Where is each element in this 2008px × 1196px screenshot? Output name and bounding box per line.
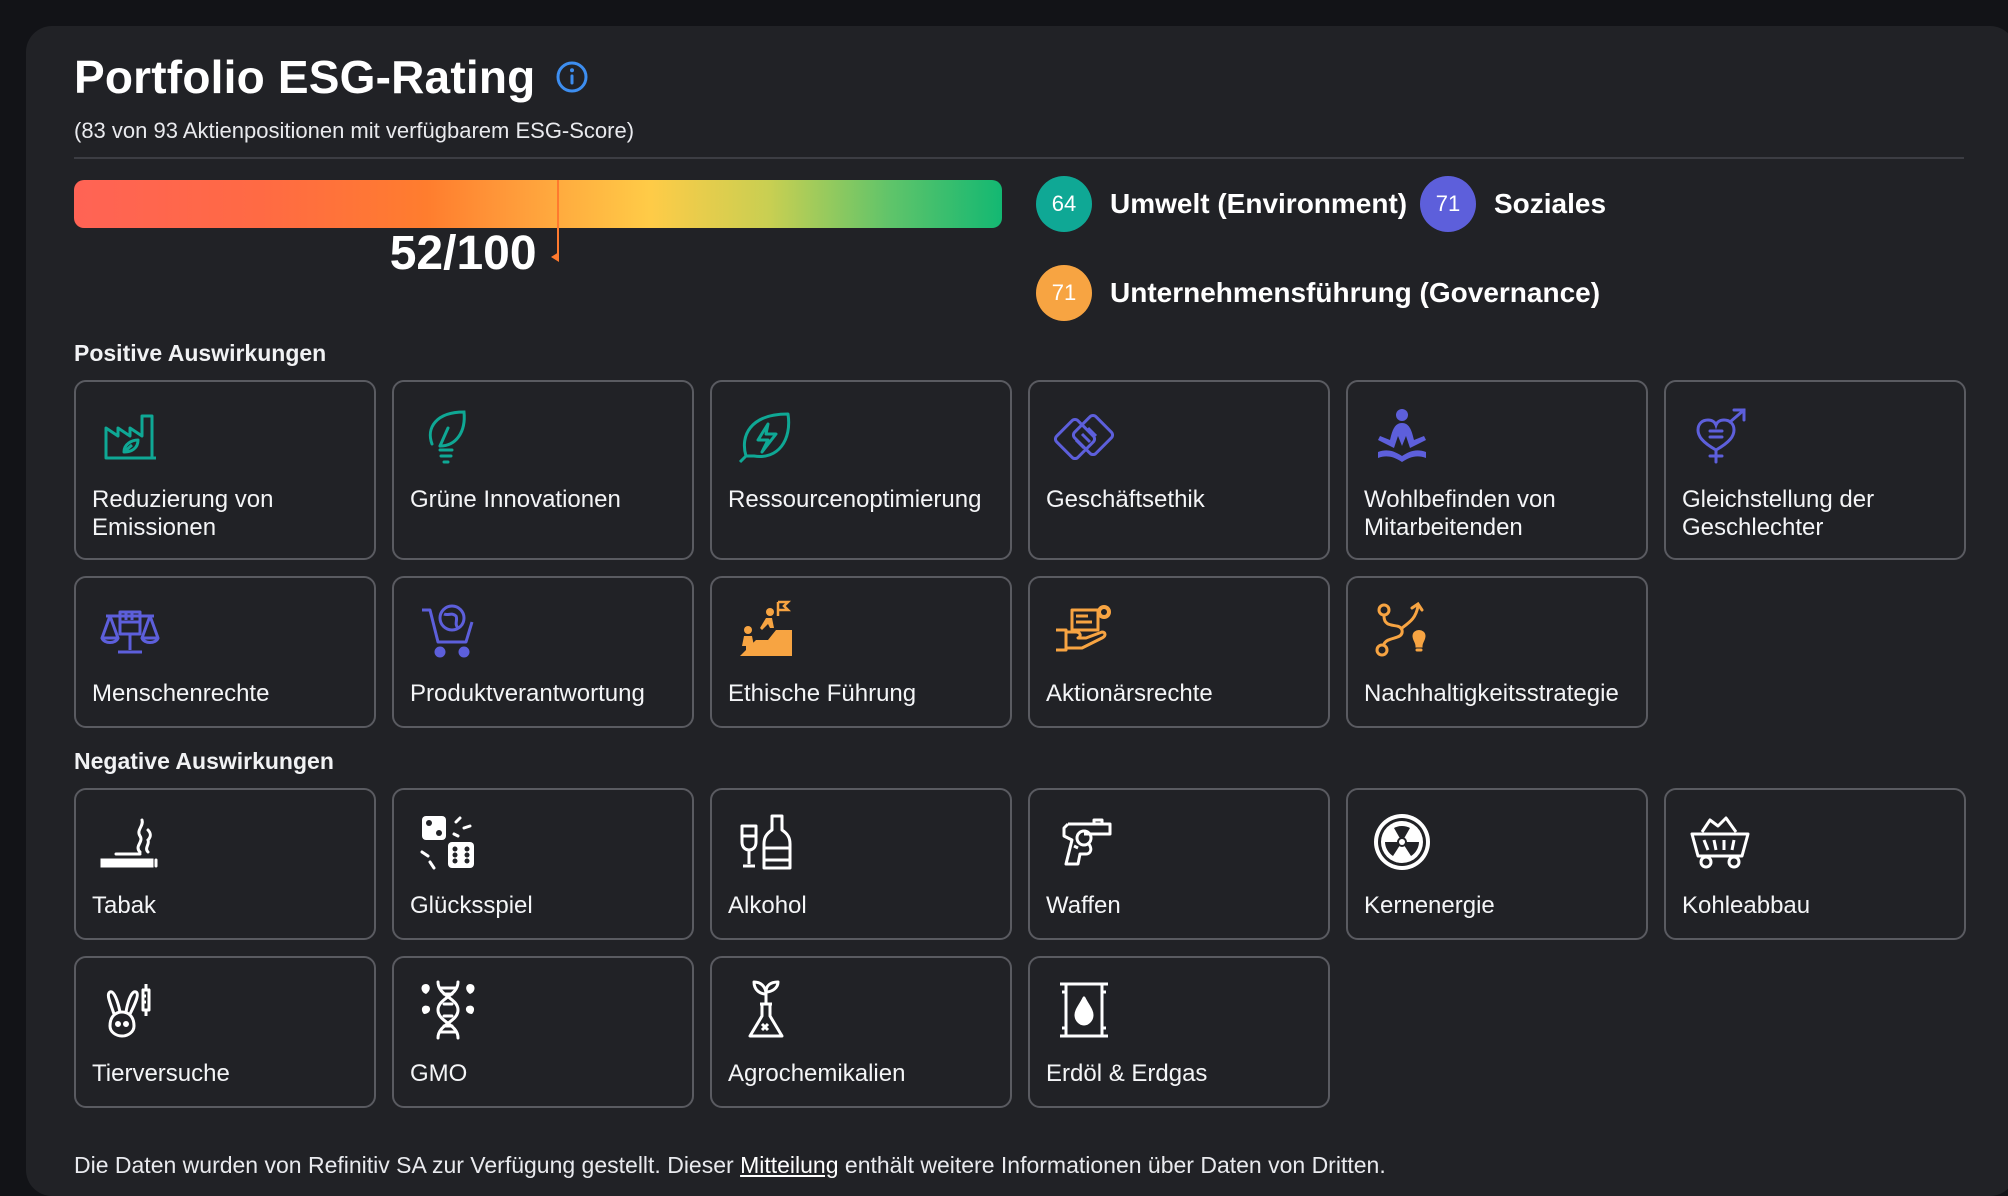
rating-score: 52/100: [389, 227, 537, 280]
card-agrochemicals[interactable]: Agrochemikalien: [710, 956, 1012, 1108]
rating-marker: [556, 180, 559, 258]
fist-scales-icon: [100, 610, 160, 654]
coal-cart-icon: [1690, 816, 1750, 869]
radiation-icon: [1374, 814, 1430, 870]
bottle-glass-icon: [740, 814, 792, 870]
governance-label: Unternehmensführung (Governance): [1110, 277, 1601, 308]
info-icon[interactable]: [555, 60, 589, 94]
card-gmo[interactable]: GMO: [392, 956, 694, 1108]
data-source-footer: Die Daten wurden von Refinitiv SA zur Ve…: [74, 1152, 1386, 1178]
card-alcohol[interactable]: Alkohol: [710, 788, 1012, 940]
strategy-path-icon: [1375, 601, 1426, 657]
card-gender-equality[interactable]: Gleichstellung der Geschlechter: [1664, 380, 1966, 560]
card-employee-wellbeing[interactable]: Wohlbefinden von Mitarbeitenden: [1346, 380, 1648, 560]
card-oil-gas[interactable]: Erdöl & Erdgas: [1028, 956, 1330, 1108]
card-human-rights[interactable]: Menschenrechte: [74, 576, 376, 728]
card-green-innovations[interactable]: Grüne Innovationen: [392, 380, 694, 560]
card-coal-mining[interactable]: Kohleabbau: [1664, 788, 1966, 940]
flask-plant-icon: [748, 980, 784, 1038]
card-animal-testing[interactable]: Tierversuche: [74, 956, 376, 1108]
meditation-icon: [1378, 409, 1426, 462]
gender-icon: [1696, 408, 1746, 464]
header-divider: [74, 157, 1964, 159]
page-title: Portfolio ESG-Rating: [74, 51, 536, 103]
card-tobacco[interactable]: Tabak: [74, 788, 376, 940]
leaf-bulb-icon: [429, 410, 466, 464]
card-sustainability-strategy[interactable]: Nachhaltigkeitsstrategie: [1346, 576, 1648, 728]
card-ethical-leadership[interactable]: Ethische Führung: [710, 576, 1012, 728]
card-resource-optimization[interactable]: Ressourcenoptimierung: [710, 380, 1012, 560]
cigarette-icon: [100, 818, 158, 868]
card-gambling[interactable]: Glücksspiel: [392, 788, 694, 940]
social-score-badge: 71: [1420, 176, 1476, 232]
positive-section-title: Positive Auswirkungen: [74, 340, 327, 366]
negative-section-title: Negative Auswirkungen: [74, 748, 334, 774]
globe-cart-icon: [422, 604, 474, 658]
notice-link[interactable]: Mitteilung: [740, 1152, 839, 1178]
esg-rating-panel: Portfolio ESG-Rating (83 von 93 Aktienpo…: [26, 26, 2008, 1196]
card-nuclear-energy[interactable]: Kernenergie: [1346, 788, 1648, 940]
environment-label: Umwelt (Environment): [1110, 188, 1408, 219]
card-emissions[interactable]: Reduzierung von Emissionen: [74, 380, 376, 560]
dna-icon: [421, 980, 475, 1040]
dice-icon: [420, 816, 474, 870]
pillar-social: 71 Soziales: [1420, 176, 1606, 232]
coverage-subtitle: (83 von 93 Aktienpositionen mit verfügba…: [74, 118, 635, 143]
rating-marker-tip: [550, 252, 559, 262]
hand-document-icon: [1056, 605, 1111, 652]
leaf-bolt-icon: [738, 412, 791, 464]
title-row: Portfolio ESG-Rating: [74, 50, 589, 104]
card-shareholder-rights[interactable]: Aktionärsrechte: [1028, 576, 1330, 728]
card-business-ethics[interactable]: Geschäftsethik: [1028, 380, 1330, 560]
pillar-governance: 71 Unternehmensführung (Governance): [1036, 265, 1600, 321]
environment-score-badge: 64: [1036, 176, 1092, 232]
social-label: Soziales: [1494, 188, 1607, 219]
rating-gradient-bar: [74, 180, 1002, 228]
handshake-icon: [1054, 413, 1114, 461]
oil-barrel-icon: [1060, 982, 1108, 1038]
climbing-leader-icon: [740, 600, 792, 656]
revolver-icon: [1062, 818, 1112, 866]
factory-leaf-icon: [104, 414, 156, 460]
card-product-responsibility[interactable]: Produktverantwortung: [392, 576, 694, 728]
card-weapons[interactable]: Waffen: [1028, 788, 1330, 940]
governance-score-badge: 71: [1036, 265, 1092, 321]
rabbit-syringe-icon: [106, 984, 151, 1038]
pillar-environment: 64 Umwelt (Environment): [1036, 176, 1407, 232]
